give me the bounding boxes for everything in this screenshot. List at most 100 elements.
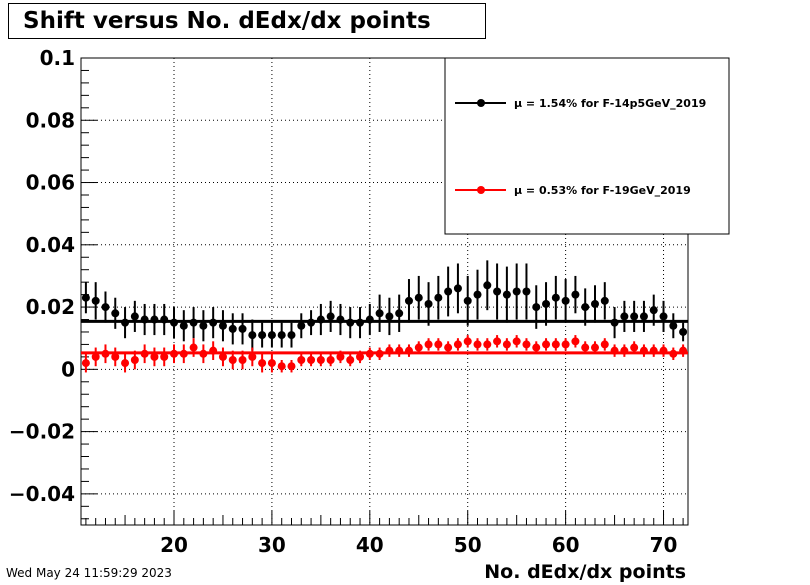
- data-point: [238, 355, 247, 364]
- data-point: [111, 309, 120, 318]
- data-point: [571, 337, 580, 346]
- data-point: [502, 290, 511, 299]
- data-point: [228, 355, 237, 364]
- data-point: [522, 340, 531, 349]
- data-point: [620, 312, 629, 321]
- data-point: [444, 343, 453, 352]
- plot-frame: [80, 57, 689, 526]
- data-point: [199, 321, 208, 330]
- data-point: [551, 293, 560, 302]
- y-tick-label: 0.1: [40, 46, 75, 70]
- data-point: [140, 315, 149, 324]
- y-tick-label: 0.08: [26, 108, 75, 132]
- data-point: [444, 287, 453, 296]
- axis-ticks: [81, 57, 684, 525]
- data-point: [121, 318, 130, 327]
- y-tick-label: −0.04: [9, 482, 75, 506]
- data-point: [140, 349, 149, 358]
- data-point: [101, 303, 110, 312]
- data-point: [473, 340, 482, 349]
- data-point: [316, 355, 325, 364]
- data-point: [179, 321, 188, 330]
- y-tick-label: 0: [61, 357, 75, 381]
- data-point: [170, 318, 179, 327]
- data-point: [610, 346, 619, 355]
- data-point: [248, 331, 257, 340]
- data-point: [326, 312, 335, 321]
- data-point: [581, 303, 590, 312]
- data-point: [375, 349, 384, 358]
- data-point: [453, 340, 462, 349]
- y-tick-label: 0.02: [26, 295, 75, 319]
- data-point: [130, 312, 139, 321]
- data-point: [590, 343, 599, 352]
- data-point: [218, 352, 227, 361]
- data-point: [346, 355, 355, 364]
- data-point: [639, 346, 648, 355]
- data-point: [81, 359, 90, 368]
- data-point: [130, 355, 139, 364]
- x-tick-label: 40: [356, 533, 384, 557]
- data-point: [404, 346, 413, 355]
- data-point: [267, 331, 276, 340]
- data-point: [679, 346, 688, 355]
- x-tick-label: 30: [258, 533, 286, 557]
- data-point: [287, 362, 296, 371]
- data-point: [150, 352, 159, 361]
- data-point: [424, 340, 433, 349]
- data-point: [620, 346, 629, 355]
- data-point: [493, 287, 502, 296]
- data-point: [258, 331, 267, 340]
- legend-box: [444, 57, 730, 235]
- data-point: [659, 312, 668, 321]
- data-point: [287, 331, 296, 340]
- legend-entry-label: μ = 1.54% for F-14p5GeV_2019: [514, 97, 706, 110]
- data-point: [101, 349, 110, 358]
- x-tick-label: 20: [160, 533, 188, 557]
- data-point: [189, 318, 198, 327]
- data-point: [160, 315, 169, 324]
- data-point: [395, 346, 404, 355]
- data-point: [434, 340, 443, 349]
- data-point: [179, 349, 188, 358]
- x-axis-title: No. dEdx/dx points: [484, 561, 686, 583]
- data-point: [414, 343, 423, 352]
- data-point: [483, 340, 492, 349]
- data-point: [267, 359, 276, 368]
- data-point: [375, 309, 384, 318]
- chart-title-box: Shift versus No. dEdx/dx points: [8, 3, 486, 39]
- data-point: [258, 359, 267, 368]
- data-point: [630, 343, 639, 352]
- data-point: [91, 352, 100, 361]
- legend-marker-dot: [477, 186, 485, 194]
- data-point: [630, 312, 639, 321]
- data-point: [463, 296, 472, 305]
- legend-entry-label: μ = 0.53% for F-19GeV_2019: [514, 184, 691, 197]
- plot-frame-rect: [80, 57, 689, 526]
- data-point: [414, 293, 423, 302]
- data-point: [669, 349, 678, 358]
- y-tick-label: 0.06: [26, 171, 75, 195]
- data-point: [679, 327, 688, 336]
- data-point: [356, 318, 365, 327]
- data-point: [463, 337, 472, 346]
- data-point: [493, 337, 502, 346]
- data-point: [326, 355, 335, 364]
- data-point: [189, 343, 198, 352]
- data-point: [395, 309, 404, 318]
- data-point: [307, 318, 316, 327]
- data-point: [238, 324, 247, 333]
- timestamp: Wed May 24 11:59:29 2023: [6, 566, 172, 580]
- data-point: [385, 312, 394, 321]
- data-point: [209, 318, 218, 327]
- data-point: [561, 340, 570, 349]
- data-point: [160, 352, 169, 361]
- data-points: [81, 260, 688, 373]
- data-point: [277, 362, 286, 371]
- data-point: [91, 296, 100, 305]
- x-tick-label: 50: [454, 533, 482, 557]
- data-point: [228, 324, 237, 333]
- y-tick-label: −0.02: [9, 420, 75, 444]
- data-point: [600, 340, 609, 349]
- data-point: [365, 315, 374, 324]
